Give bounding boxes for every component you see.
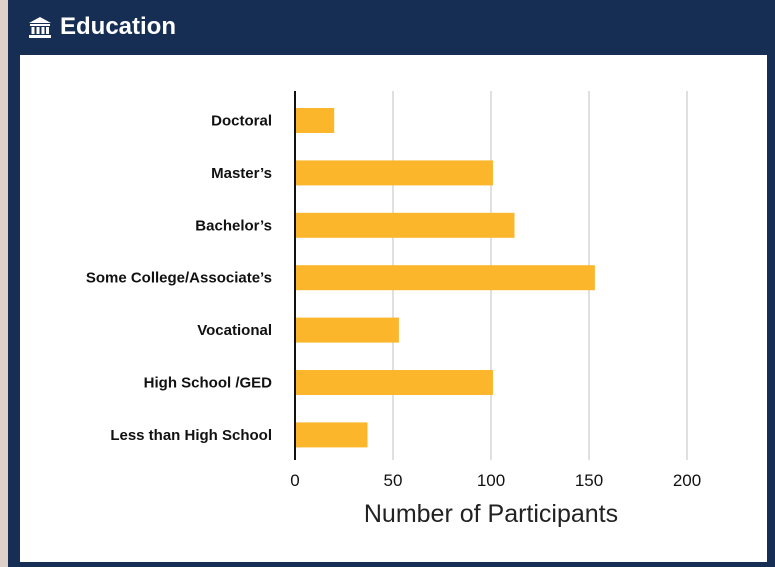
bar bbox=[295, 108, 335, 133]
bar bbox=[295, 370, 493, 395]
chart-panel: Doctoral Master’s Bachelor’s Some College/A… bbox=[20, 55, 767, 562]
card-title: Education bbox=[60, 13, 177, 40]
category-label: Master’s bbox=[211, 165, 272, 182]
bar bbox=[295, 317, 399, 343]
category-label: Less than High School bbox=[110, 427, 272, 444]
bank-icon bbox=[28, 16, 52, 38]
category-label: High School /GED bbox=[144, 375, 273, 392]
card-frame: Education Doctoral Master’s Bachelor’s Some… bbox=[8, 0, 775, 567]
category-label: Doctoral bbox=[211, 113, 272, 130]
category-label: Bachelor’s bbox=[195, 217, 272, 234]
card-header: Education bbox=[28, 10, 176, 44]
bar bbox=[295, 422, 368, 448]
x-axis-title: Number of Participants bbox=[364, 500, 618, 528]
bar bbox=[295, 160, 493, 186]
x-tick-label: 100 bbox=[477, 471, 505, 490]
x-tick-label: 150 bbox=[575, 471, 603, 490]
category-label: Vocational bbox=[197, 322, 272, 339]
category-label: Some College/Associate’s bbox=[86, 270, 272, 287]
x-tick-label: 0 bbox=[290, 471, 299, 490]
x-tick-label: 200 bbox=[673, 471, 701, 490]
bar bbox=[295, 265, 595, 291]
x-tick-label: 50 bbox=[384, 471, 403, 490]
bar bbox=[295, 212, 515, 238]
